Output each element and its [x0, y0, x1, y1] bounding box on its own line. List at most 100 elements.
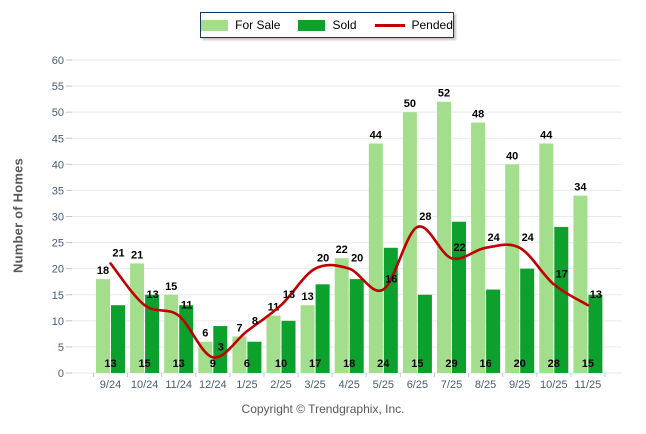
sold-value-label: 28 — [548, 358, 560, 370]
pended-value-label: 24 — [487, 232, 500, 244]
x-axis-tick-label: 1/25 — [236, 379, 257, 391]
x-axis-tick-label: 5/25 — [373, 379, 394, 391]
pended-value-label: 8 — [252, 315, 258, 327]
for-sale-bar — [266, 315, 281, 373]
pended-value-label: 17 — [556, 268, 568, 280]
sold-value-label: 15 — [138, 358, 150, 370]
sold-value-label: 10 — [275, 358, 287, 370]
pended-value-label: 3 — [218, 341, 224, 353]
pended-value-label: 24 — [522, 232, 535, 244]
for-sale-bar — [437, 101, 451, 373]
sold-bar — [179, 305, 194, 373]
sold-value-label: 17 — [309, 358, 321, 370]
sold-bar — [349, 279, 364, 373]
for-sale-bar — [300, 305, 315, 373]
for-sale-bar — [573, 195, 588, 373]
sold-value-label: 13 — [173, 358, 185, 370]
sold-value-label: 9 — [210, 358, 216, 370]
for-sale-value-label: 7 — [236, 322, 242, 334]
for-sale-value-label: 22 — [336, 244, 348, 256]
for-sale-bar — [505, 164, 520, 373]
pended-line-swatch-icon — [374, 23, 405, 27]
y-axis-tick-label: 15 — [52, 290, 64, 302]
sold-value-label: 18 — [343, 358, 355, 370]
pended-value-label: 21 — [112, 247, 124, 259]
sold-value-label: 24 — [377, 358, 390, 370]
sold-swatch-icon — [298, 19, 326, 31]
x-axis-tick-label: 3/25 — [304, 379, 325, 391]
y-axis-tick-label: 60 — [52, 55, 64, 67]
for-sale-value-label: 6 — [202, 328, 208, 340]
sold-bar — [554, 226, 569, 373]
y-axis-tick-label: 0 — [58, 368, 64, 380]
legend-label-sold: Sold — [332, 18, 357, 32]
legend-item-pended: Pended — [374, 18, 453, 32]
y-axis-tick-label: 30 — [52, 212, 64, 224]
sold-bar — [315, 284, 330, 373]
pended-value-label: 20 — [351, 253, 363, 265]
y-axis-tick-label: 10 — [52, 316, 64, 328]
pended-value-label: 16 — [385, 274, 397, 286]
y-axis-title: Number of Homes — [10, 158, 26, 273]
sold-value-label: 29 — [445, 358, 457, 370]
pended-value-label: 28 — [419, 211, 431, 223]
sold-value-label: 15 — [411, 358, 423, 370]
y-axis-tick-label: 20 — [52, 264, 64, 276]
for-sale-bar — [232, 336, 247, 373]
sold-bar — [383, 247, 398, 373]
x-axis-tick-label: 10/25 — [540, 379, 568, 391]
for-sale-value-label: 18 — [97, 265, 109, 277]
y-axis-tick-label: 50 — [52, 107, 64, 119]
x-axis-tick-label: 7/25 — [441, 379, 462, 391]
sold-bar — [486, 289, 501, 373]
for-sale-bar — [539, 143, 554, 373]
x-axis-tick-label: 11/24 — [165, 379, 192, 391]
pended-value-label: 13 — [590, 289, 602, 301]
pended-value-label: 13 — [146, 289, 158, 301]
y-axis-tick-label: 25 — [52, 238, 64, 250]
for-sale-value-label: 52 — [438, 88, 450, 100]
for-sale-value-label: 44 — [540, 129, 553, 141]
sold-bar — [281, 320, 296, 373]
for-sale-value-label: 13 — [301, 291, 313, 303]
for-sale-value-label: 48 — [472, 109, 484, 121]
for-sale-bar — [96, 279, 110, 373]
legend-item-for-sale: For Sale — [201, 18, 280, 32]
sold-value-label: 16 — [479, 358, 491, 370]
for-sale-bar — [368, 143, 383, 373]
for-sale-value-label: 21 — [131, 249, 143, 261]
sold-bar — [145, 294, 160, 373]
legend-label-for-sale: For Sale — [235, 18, 281, 32]
pended-value-label: 22 — [453, 242, 465, 254]
pended-value-label: 13 — [283, 289, 295, 301]
sold-value-label: 6 — [244, 358, 250, 370]
y-axis-tick-label: 45 — [52, 133, 64, 145]
for-sale-value-label: 44 — [370, 129, 383, 141]
for-sale-bar — [471, 122, 486, 373]
copyright-text: Copyright © Trendgraphix, Inc. — [241, 402, 405, 416]
sold-bar — [111, 305, 125, 373]
y-axis-tick-label: 5 — [58, 342, 64, 354]
sold-bar — [247, 341, 262, 373]
chart-legend: For Sale Sold Pended — [200, 12, 454, 38]
legend-item-sold: Sold — [298, 18, 357, 32]
for-sale-bar — [130, 263, 145, 373]
sold-bar — [588, 294, 603, 373]
sold-value-label: 20 — [514, 358, 526, 370]
sold-value-label: 13 — [104, 358, 116, 370]
x-axis-tick-label: 10/24 — [131, 379, 159, 391]
x-axis-tick-label: 2/25 — [270, 379, 291, 391]
x-axis-tick-label: 4/25 — [338, 379, 359, 391]
x-axis-tick-label: 9/25 — [509, 379, 530, 391]
for-sale-swatch-icon — [201, 19, 229, 31]
y-axis-tick-label: 35 — [52, 185, 64, 197]
for-sale-bar — [334, 258, 349, 373]
x-axis-tick-label: 8/25 — [475, 379, 496, 391]
pended-value-label: 11 — [181, 300, 193, 312]
pended-line — [109, 225, 590, 359]
pended-value-label: 20 — [317, 253, 329, 265]
for-sale-bar — [402, 112, 417, 374]
for-sale-value-label: 40 — [506, 150, 518, 162]
